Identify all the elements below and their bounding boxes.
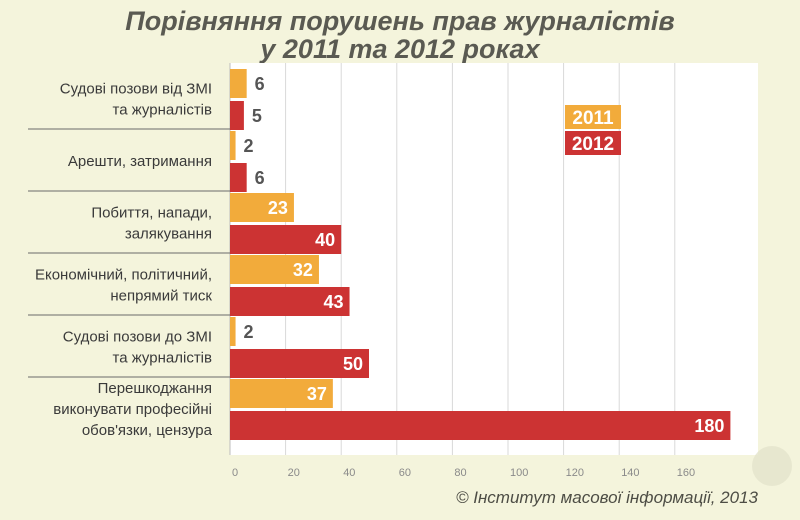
bar-2011 (230, 131, 236, 160)
bar-value-label: 43 (324, 292, 344, 312)
category-label: Перешкоджання (98, 380, 212, 397)
watermark-logo (752, 446, 792, 486)
bar-value-label: 50 (343, 354, 363, 374)
bar-value-label: 6 (255, 168, 265, 188)
category-label: та журналістів (113, 102, 213, 119)
category-label: та журналістів (113, 350, 213, 367)
x-tick-label: 20 (288, 467, 300, 479)
category-label: Судові позови від ЗМІ (60, 81, 212, 98)
x-tick-label: 140 (621, 467, 639, 479)
category-label: Арешти, затримання (68, 153, 212, 170)
bar-2011 (230, 317, 236, 346)
category-label: Судові позови до ЗМІ (63, 329, 212, 346)
bar-2012 (230, 349, 369, 378)
x-tick-label: 40 (343, 467, 355, 479)
chart-title-line2: у 2011 та 2012 роках (260, 34, 540, 64)
x-tick-label: 80 (454, 467, 466, 479)
bar-value-label: 5 (252, 106, 262, 126)
x-tick-label: 0 (232, 467, 238, 479)
chart-title-line1: Порівняння порушень прав журналістів (125, 6, 675, 36)
category-label: залякування (125, 226, 212, 243)
bar-2012 (230, 411, 731, 440)
bar-2012 (230, 163, 247, 192)
x-tick-label: 120 (566, 467, 584, 479)
x-tick-label: 160 (677, 467, 695, 479)
bar-2012 (230, 287, 350, 316)
category-label: Економічний, політичний, (35, 267, 212, 284)
x-tick-label: 100 (510, 467, 528, 479)
legend-label: 2012 (572, 134, 614, 155)
bar-value-label: 32 (293, 260, 313, 280)
legend-swatch-2011 (565, 105, 621, 129)
bar-value-label: 2 (244, 322, 254, 342)
chart-credit: © Інститут масової інформації, 2013 (455, 488, 758, 507)
bar-value-label: 40 (315, 230, 335, 250)
bar-2011 (230, 255, 319, 284)
x-tick-label: 60 (399, 467, 411, 479)
category-label: обов'язки, цензура (82, 422, 213, 439)
bar-value-label: 2 (244, 136, 254, 156)
bar-2011 (230, 69, 247, 98)
bar-2011 (230, 193, 294, 222)
bar-value-label: 6 (255, 74, 265, 94)
bar-2012 (230, 225, 342, 254)
legend-swatch-2012 (565, 131, 621, 155)
category-label: Побиття, напади, (91, 205, 212, 222)
bar-value-label: 180 (694, 416, 724, 436)
bar-value-label: 37 (307, 384, 327, 404)
category-label: непрямий тиск (110, 288, 212, 305)
legend-label: 2011 (572, 108, 614, 129)
bar-2011 (230, 379, 333, 408)
bar-2012 (230, 101, 244, 130)
category-label: виконувати професійні (53, 401, 212, 418)
bar-value-label: 23 (268, 198, 288, 218)
